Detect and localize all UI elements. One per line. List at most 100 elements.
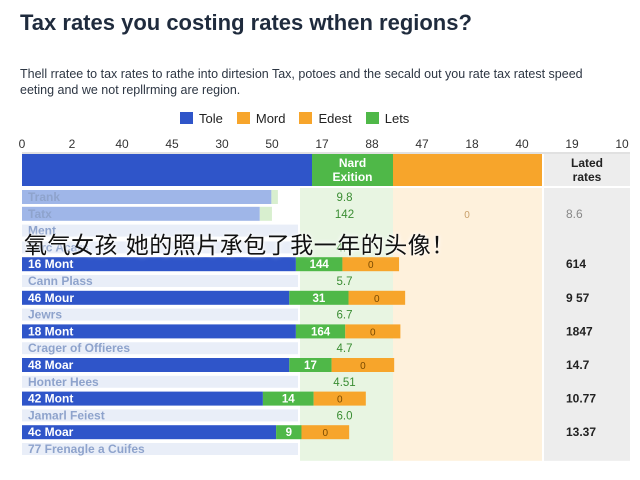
legend-item-lets: Lets xyxy=(365,111,409,126)
bar-segment-pale-blue xyxy=(22,190,272,204)
bar-segment-orange xyxy=(342,257,400,272)
row-label: 46 Mour xyxy=(28,291,74,305)
bar-segment-orange xyxy=(331,358,395,372)
legend-swatch xyxy=(180,112,193,124)
bar-value-label: 4.7 xyxy=(337,242,353,254)
bar-value-label: 5.7 xyxy=(337,276,353,288)
x-tick-label: 50 xyxy=(265,137,279,151)
bar-value-label: 4.51 xyxy=(333,377,355,389)
x-tick-label: 19 xyxy=(565,137,579,151)
x-tick-label: 2 xyxy=(69,137,76,151)
row-label: 4c Moar xyxy=(28,425,74,439)
column-bg-right xyxy=(544,188,630,461)
bar-segment-blue xyxy=(22,324,296,339)
x-tick-label: 18 xyxy=(465,137,479,151)
right-column-value: 1847 xyxy=(566,324,593,338)
bar-value-label: 142 xyxy=(335,209,354,221)
legend-swatch xyxy=(365,112,379,124)
column-header-right: Lated xyxy=(571,156,603,170)
chart-subtitle: Thell rratee to tax rates to rathe into … xyxy=(20,67,583,97)
x-tick-label: 45 xyxy=(165,137,179,151)
row-bg xyxy=(22,308,298,321)
bar-segment-orange xyxy=(348,290,406,305)
x-tick-label: 47 xyxy=(415,137,429,151)
bar-value-label: 144 xyxy=(310,259,330,271)
bar-segment-green xyxy=(289,290,349,305)
bar-segment-green xyxy=(289,358,332,372)
bar-segment-pale-blue xyxy=(22,206,260,221)
bar-value-label: 9.8 xyxy=(337,192,353,204)
bar-segment-green xyxy=(295,257,343,272)
header-band-orange xyxy=(393,154,542,186)
column-header-green: Exition xyxy=(332,170,372,184)
bar-segment-green xyxy=(262,391,314,406)
legend-label: Tole xyxy=(199,110,223,126)
row-label: Trank xyxy=(28,190,60,204)
bar-segment-pale-green xyxy=(259,206,272,221)
x-tick-label: 30 xyxy=(215,137,229,151)
bar-segment-green xyxy=(276,425,302,440)
legend-item-edest: Edest xyxy=(299,110,352,126)
x-tick-label: 10 xyxy=(615,137,629,151)
bar-segment-blue xyxy=(22,425,277,440)
bar-segment-orange xyxy=(313,391,366,406)
bar-segment-orange xyxy=(345,324,401,339)
row-bg xyxy=(22,443,298,455)
row-label: Ment xyxy=(28,224,56,238)
x-tick-label: 88 xyxy=(365,137,379,151)
row-label: 42 Mont xyxy=(28,392,73,406)
right-column-value: 14.7 xyxy=(566,358,590,372)
bar-value-label: 0 xyxy=(368,260,374,271)
bar-value-label: 164 xyxy=(311,326,331,338)
right-column-value: 614 xyxy=(566,257,586,271)
bar-value-label: 31 xyxy=(313,293,326,305)
bar-value-label: 0 xyxy=(360,361,366,372)
bar-segment-blue xyxy=(22,290,290,305)
bar-value-label: 0 xyxy=(370,327,376,338)
bar-segment-blue xyxy=(22,391,263,406)
right-column-value: 9 57 xyxy=(566,291,590,305)
legend-item-mord: Mord xyxy=(236,110,286,126)
bar-value-label: 17 xyxy=(304,360,317,372)
x-tick-label: 0 xyxy=(19,137,26,151)
header-band-green xyxy=(312,154,393,186)
row-label: Crager of Offieres xyxy=(28,341,130,355)
row-label: Honter Hees xyxy=(28,375,99,389)
row-label: 77 Frenagle a Cuifes xyxy=(28,442,145,456)
row-bg xyxy=(22,409,298,422)
x-tick-label: 40 xyxy=(115,137,129,151)
row-bg xyxy=(22,224,298,237)
row-bg xyxy=(22,342,298,355)
x-tick-label: 40 xyxy=(515,137,529,151)
legend-swatch xyxy=(299,112,313,124)
right-column-value: 10.77 xyxy=(566,392,596,406)
bar-segment-blue xyxy=(22,358,290,372)
right-column-value: 13.37 xyxy=(566,425,596,439)
legend-label: Mord xyxy=(255,110,286,126)
row-bg xyxy=(22,241,298,254)
row-label: 48 Moar xyxy=(28,358,74,372)
legend-label: Edest xyxy=(318,110,352,126)
bar-value-label: 6.0 xyxy=(337,410,353,422)
bar-value-label: 0 xyxy=(464,210,470,221)
bar-segment-pale-green xyxy=(271,190,278,204)
header-band-blue xyxy=(22,154,312,186)
bar-value-label: 9 xyxy=(286,427,292,439)
bar-value-label: 0 xyxy=(337,395,343,406)
row-bg xyxy=(22,275,298,287)
right-column-value: 8.6 xyxy=(566,207,583,221)
row-label: Cann Plass xyxy=(28,274,93,288)
chart-legend: Tole Mord Edest Lets xyxy=(180,110,409,126)
chart-title: Tax rates you costing rates wthen region… xyxy=(20,10,472,35)
x-tick-label: 17 xyxy=(315,137,329,151)
row-label: 16 Mont xyxy=(28,257,73,271)
column-header-right: rates xyxy=(573,170,602,184)
row-label: Tarc Acars xyxy=(28,240,89,254)
bar-segment-blue xyxy=(22,257,296,272)
row-bg xyxy=(22,375,298,388)
bar-value-label: 0 xyxy=(323,428,329,439)
row-label: Jewrs xyxy=(28,308,62,322)
row-label: Jamarl Feiest xyxy=(28,408,105,422)
row-label: 18 Mont xyxy=(28,324,73,338)
